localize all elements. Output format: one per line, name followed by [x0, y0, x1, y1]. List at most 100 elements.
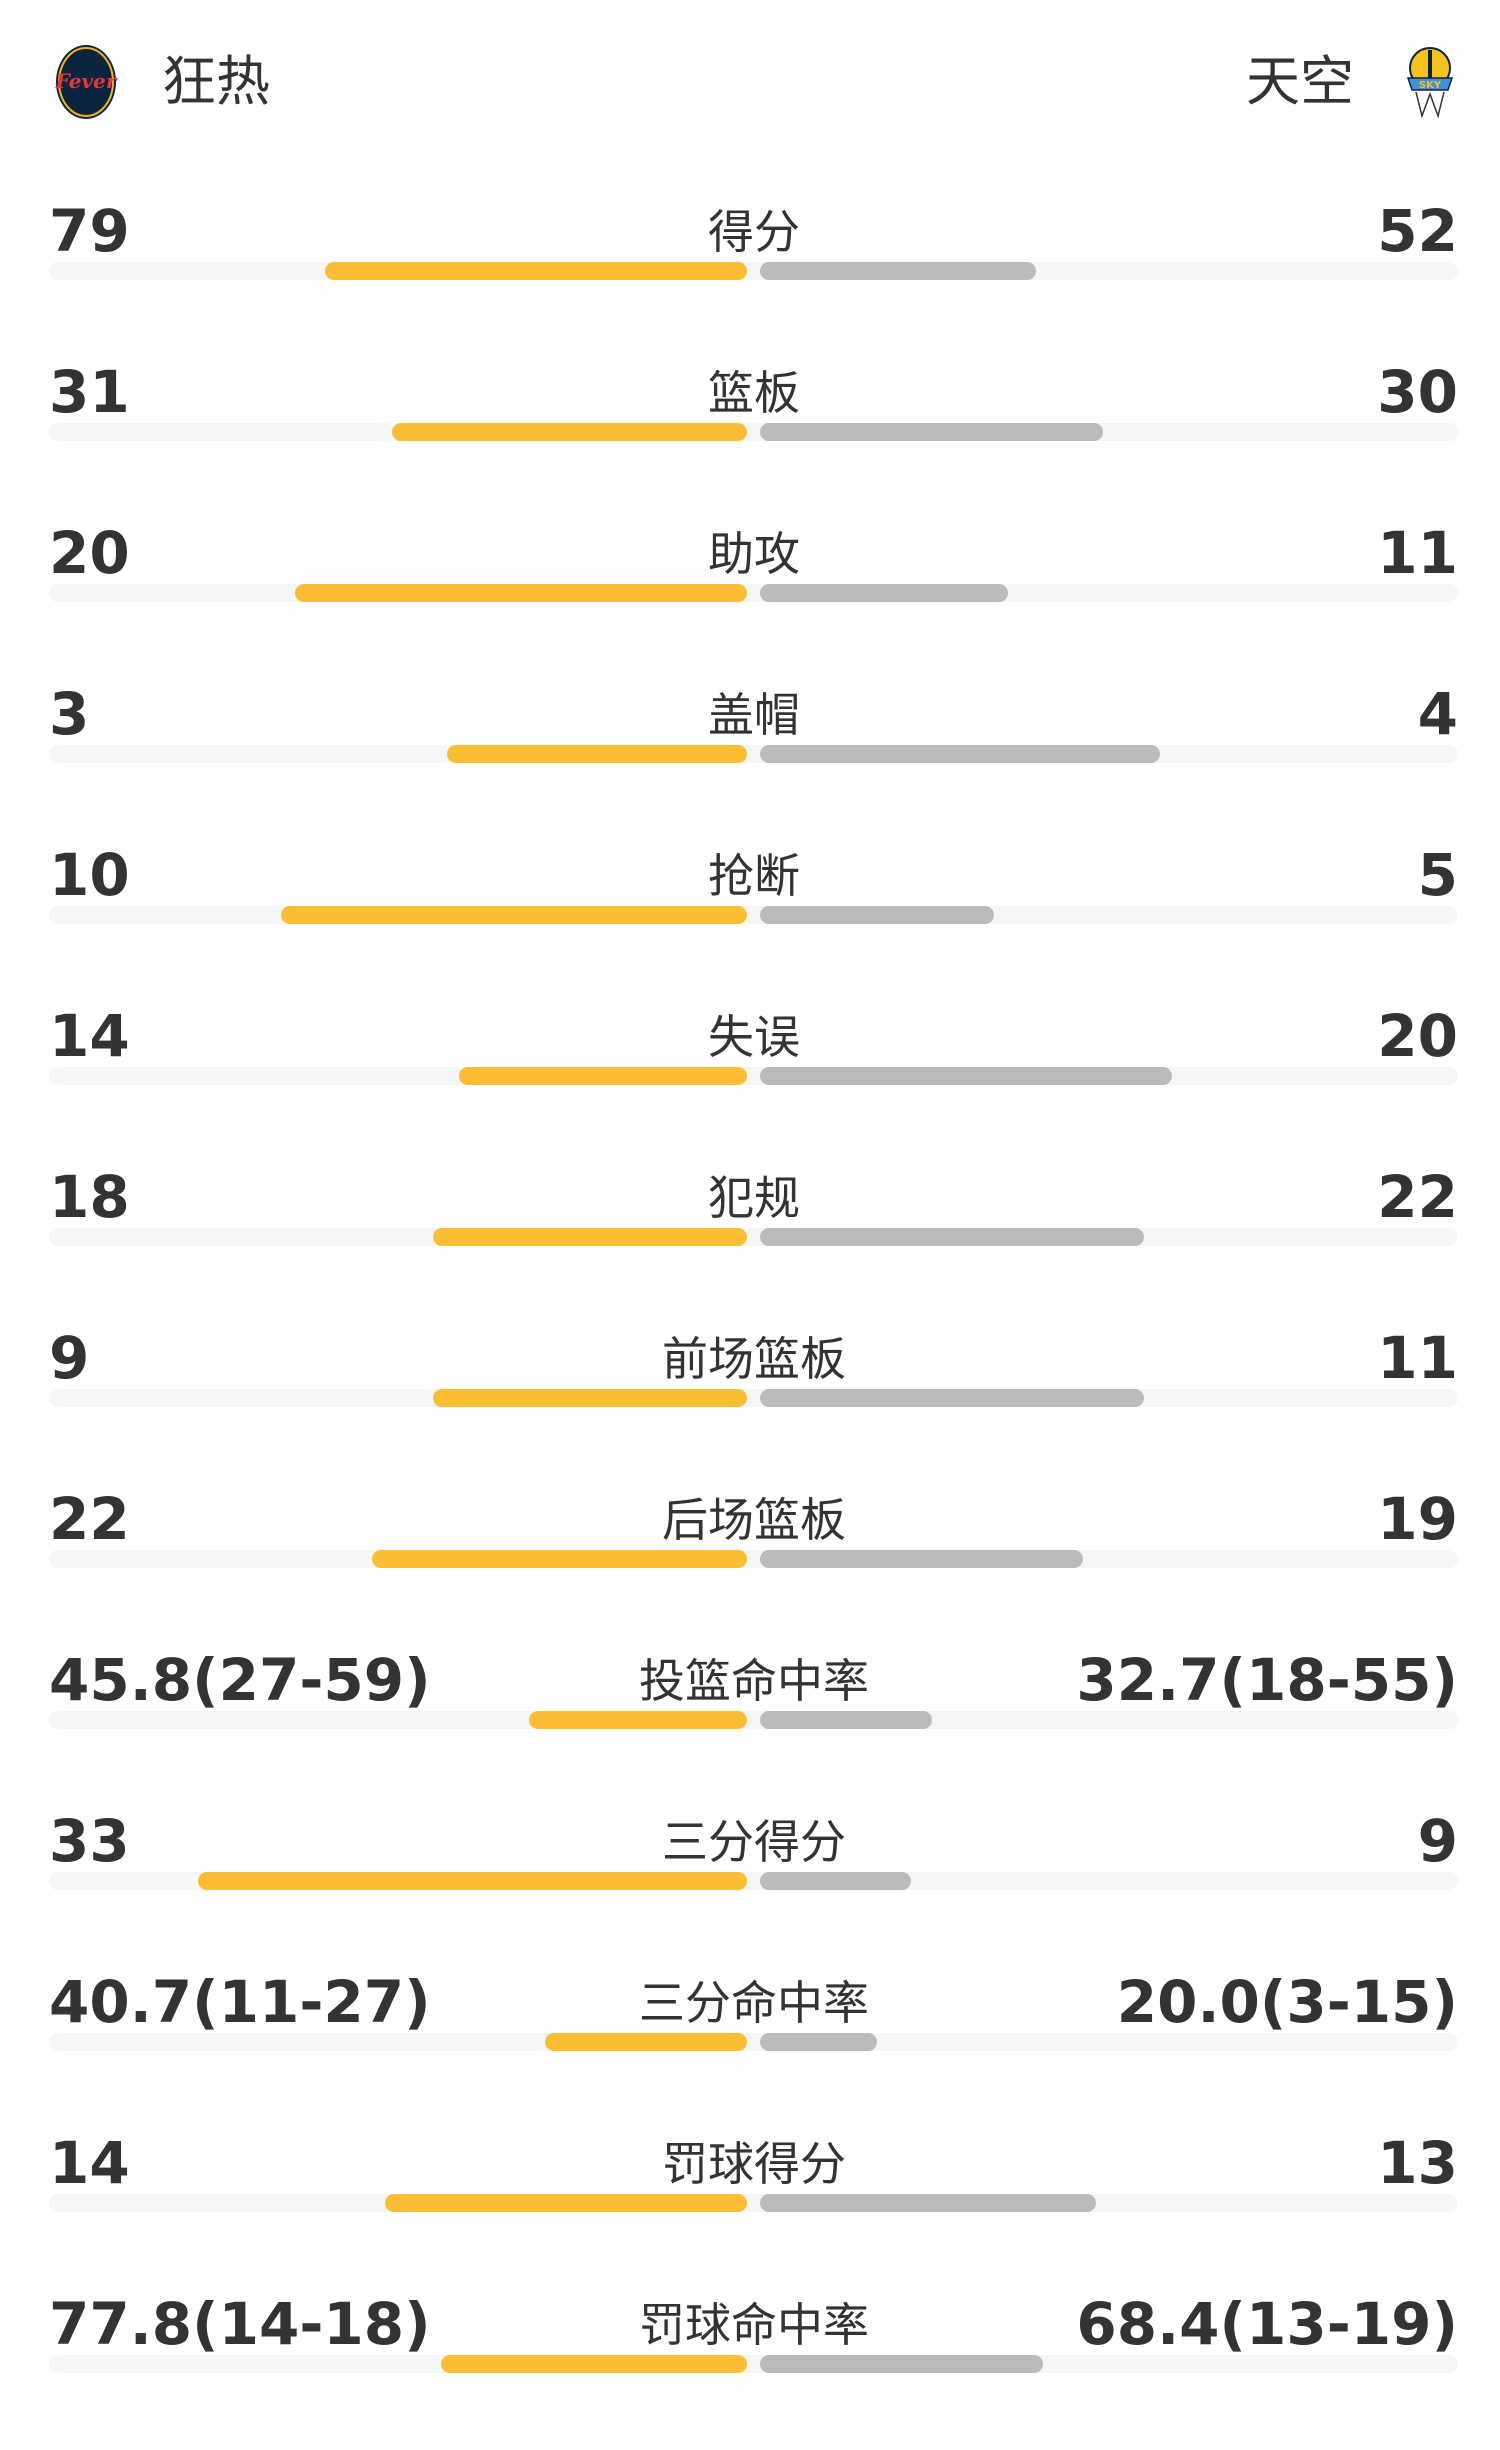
- comparison-track: [49, 2033, 1458, 2051]
- home-value: 33: [49, 1807, 130, 1875]
- chicago-sky-logo[interactable]: SKY: [1392, 44, 1468, 120]
- comparison-track: [49, 1872, 1458, 1890]
- away-bar: [760, 745, 1160, 763]
- comparison-track: [49, 1067, 1458, 1085]
- home-bar: [294, 584, 747, 602]
- home-value: 9: [49, 1324, 90, 1392]
- home-value: 77.8(14-18): [49, 2290, 431, 2358]
- comparison-track: [49, 1711, 1458, 1729]
- stat-row: 77.8(14-18) 罚球命中率 68.4(13-19): [0, 2289, 1500, 2450]
- stat-row: 22 后场篮板 19: [0, 1484, 1500, 1645]
- stat-row: 79 得分 52: [0, 196, 1500, 357]
- stat-label: 得分: [708, 205, 800, 259]
- stat-label: 抢断: [708, 849, 800, 903]
- stat-row: 18 犯规 22: [0, 1162, 1500, 1323]
- home-bar: [459, 1067, 747, 1085]
- stat-label: 盖帽: [708, 688, 800, 742]
- away-value: 20: [1377, 1002, 1458, 1070]
- away-value: 11: [1377, 519, 1458, 587]
- stat-row: 14 失误 20: [0, 1001, 1500, 1162]
- away-value: 11: [1377, 1324, 1458, 1392]
- away-value: 19: [1377, 1485, 1458, 1553]
- home-bar: [385, 2194, 747, 2212]
- home-value: 14: [49, 2129, 130, 2197]
- stat-label: 犯规: [708, 1171, 800, 1225]
- home-value: 45.8(27-59): [49, 1646, 431, 1714]
- comparison-track: [49, 1550, 1458, 1568]
- away-value: 4: [1417, 680, 1458, 748]
- stat-row: 33 三分得分 9: [0, 1806, 1500, 1967]
- svg-text:Fever: Fever: [55, 69, 118, 93]
- stat-row: 40.7(11-27) 三分命中率 20.0(3-15): [0, 1967, 1500, 2128]
- stat-label: 后场篮板: [662, 1493, 846, 1547]
- comparison-track: [49, 745, 1458, 763]
- comparison-track: [49, 584, 1458, 602]
- home-value: 22: [49, 1485, 130, 1553]
- stat-row: 14 罚球得分 13: [0, 2128, 1500, 2289]
- stat-label: 三分得分: [662, 1815, 846, 1869]
- home-bar: [544, 2033, 747, 2051]
- home-bar: [198, 1872, 747, 1890]
- comparison-track: [49, 2355, 1458, 2373]
- svg-text:SKY: SKY: [1419, 80, 1442, 91]
- away-value: 32.7(18-55): [1076, 1646, 1458, 1714]
- home-bar: [391, 423, 747, 441]
- comparison-track: [49, 423, 1458, 441]
- stat-label: 罚球命中率: [639, 2298, 869, 2352]
- away-value: 30: [1377, 358, 1458, 426]
- home-value: 18: [49, 1163, 130, 1231]
- away-value: 68.4(13-19): [1076, 2290, 1458, 2358]
- home-value: 14: [49, 1002, 130, 1070]
- away-bar: [760, 2194, 1097, 2212]
- home-bar: [432, 1389, 747, 1407]
- away-bar: [760, 1228, 1144, 1246]
- comparison-track: [49, 1389, 1458, 1407]
- away-value: 5: [1417, 841, 1458, 909]
- team-header: Fever 狂热 天空 SKY: [0, 0, 1500, 160]
- away-bar: [760, 906, 994, 924]
- stat-label: 投篮命中率: [639, 1654, 869, 1708]
- away-bar: [760, 2033, 877, 2051]
- stat-label: 失误: [708, 1010, 800, 1064]
- indiana-fever-logo[interactable]: Fever: [48, 44, 124, 120]
- away-bar: [760, 1550, 1084, 1568]
- away-bar: [760, 1872, 911, 1890]
- away-bar: [760, 1711, 933, 1729]
- away-bar: [760, 2355, 1043, 2373]
- stat-row: 10 抢断 5: [0, 840, 1500, 1001]
- away-value: 13: [1377, 2129, 1458, 2197]
- stat-label: 三分命中率: [639, 1976, 869, 2030]
- stat-label: 罚球得分: [662, 2137, 846, 2191]
- home-value: 79: [49, 197, 130, 265]
- comparison-track: [49, 2194, 1458, 2212]
- away-value: 9: [1417, 1807, 1458, 1875]
- stat-row: 20 助攻 11: [0, 518, 1500, 679]
- home-bar: [325, 262, 747, 280]
- home-value: 31: [49, 358, 130, 426]
- away-value: 52: [1377, 197, 1458, 265]
- away-value: 22: [1377, 1163, 1458, 1231]
- home-value: 10: [49, 841, 130, 909]
- comparison-track: [49, 1228, 1458, 1246]
- home-bar: [372, 1550, 747, 1568]
- home-bar: [528, 1711, 747, 1729]
- stat-row: 31 篮板 30: [0, 357, 1500, 518]
- away-bar: [760, 423, 1103, 441]
- away-bar: [760, 1389, 1144, 1407]
- stat-label: 前场篮板: [662, 1332, 846, 1386]
- stat-label: 助攻: [708, 527, 800, 581]
- away-bar: [760, 262, 1037, 280]
- comparison-track: [49, 906, 1458, 924]
- away-bar: [760, 584, 1008, 602]
- away-value: 20.0(3-15): [1116, 1968, 1458, 2036]
- home-bar: [281, 906, 747, 924]
- home-bar: [441, 2355, 747, 2373]
- home-bar: [446, 745, 747, 763]
- home-bar: [432, 1228, 747, 1246]
- away-team-name: 天空: [1246, 50, 1354, 113]
- comparison-track: [49, 262, 1458, 280]
- stat-row: 3 盖帽 4: [0, 679, 1500, 840]
- away-bar: [760, 1067, 1172, 1085]
- home-value: 20: [49, 519, 130, 587]
- stat-row: 45.8(27-59) 投篮命中率 32.7(18-55): [0, 1645, 1500, 1806]
